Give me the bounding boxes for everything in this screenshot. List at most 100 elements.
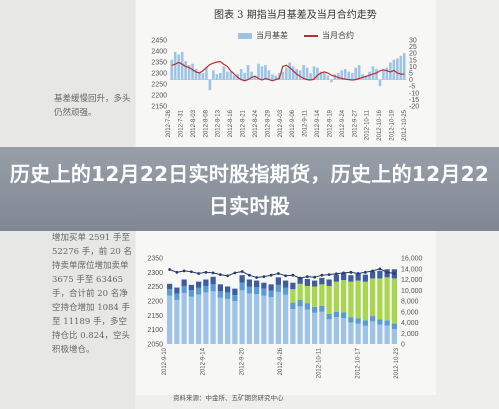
basis-bar — [319, 71, 323, 80]
x-tick: 2012-8-08 — [203, 109, 209, 137]
bar-segment-top — [319, 277, 325, 285]
bar-segment-top — [268, 284, 274, 291]
basis-bar — [212, 70, 215, 80]
index-point — [342, 271, 346, 275]
chart-top-legend: 当月基差 当月合约 — [238, 30, 354, 41]
index-point — [392, 272, 396, 275]
y-tick-right: 16,000 — [401, 256, 423, 263]
headline-title: 历史上的12月22日实时股指期货，历史上的12月22日实时股 — [9, 162, 490, 218]
bar-segment-blue — [297, 306, 303, 344]
y-tick-left: 2350 — [147, 256, 163, 263]
basis-bar — [350, 73, 354, 80]
bar-segment-green — [312, 286, 318, 307]
basis-bar — [333, 74, 337, 80]
bar-segment-mid — [377, 319, 383, 325]
bar-segment-blue — [283, 294, 289, 344]
bar-segment-top — [275, 277, 281, 285]
y-tick-left: 2200 — [147, 299, 163, 306]
basis-bar — [219, 73, 222, 80]
basis-bar — [326, 75, 330, 80]
bar-segment-mid — [384, 320, 390, 326]
bar-segment-mid — [304, 303, 310, 310]
y-tick-right: -5 — [409, 84, 415, 91]
basis-bar — [198, 71, 201, 80]
y-tick-right: 5 — [409, 71, 413, 78]
bar-segment-blue — [312, 312, 318, 344]
chart-top-title: 图表 3 期指当月基差及当月合约走势 — [214, 10, 377, 21]
basis-bar — [257, 63, 260, 80]
y-tick-right: 15 — [409, 57, 417, 64]
index-point — [226, 274, 230, 278]
bar-segment-top — [341, 273, 347, 281]
basis-bar — [382, 70, 385, 80]
basis-bar — [180, 51, 184, 80]
bar-segment-green — [304, 285, 310, 304]
basis-bar — [305, 67, 309, 80]
bar-segment-top — [196, 281, 202, 288]
x-tick: 2012-9-14 — [201, 347, 207, 375]
bar-segment-top — [290, 282, 296, 290]
y-tick-left: 2400 — [151, 49, 167, 56]
basis-bar — [271, 74, 274, 80]
bar-segment-mid — [196, 287, 202, 295]
basis-bar — [281, 71, 285, 80]
bar-segment-mid — [341, 312, 347, 319]
x-tick: 2012-9-14 — [315, 109, 321, 137]
basis-bar — [208, 79, 212, 91]
legend-item-basis: 当月基差 — [238, 30, 288, 41]
basis-bar — [229, 71, 233, 80]
x-tick: 2012-7-31 — [178, 109, 184, 137]
bar-segment-top — [377, 270, 383, 279]
bar-segment-blue — [210, 291, 216, 344]
basis-bar — [246, 65, 250, 80]
bar-segment-green — [362, 281, 368, 321]
bar-segment-mid — [261, 288, 267, 296]
bar-segment-mid — [268, 290, 274, 298]
bar-segment-mid — [225, 292, 231, 299]
bar-segment-mid — [319, 305, 325, 312]
bar-segment-blue — [341, 318, 347, 344]
bar-segment-top — [370, 271, 376, 279]
basis-bar — [375, 69, 378, 80]
basis-bar — [184, 61, 187, 80]
index-point — [189, 270, 193, 274]
bar-segment-mid — [239, 282, 245, 291]
bar-segment-green — [391, 278, 397, 324]
bar-segment-green — [290, 289, 296, 303]
x-tick: 2012-10-11 — [317, 347, 323, 378]
basis-bar — [170, 59, 174, 80]
basis-bar — [343, 69, 347, 80]
basis-bar — [173, 51, 177, 80]
x-tick: 2012-9-20 — [239, 347, 245, 375]
y-tick-right: 30 — [409, 38, 417, 45]
basis-bar — [243, 73, 246, 80]
index-point — [204, 270, 208, 274]
index-point — [291, 273, 295, 277]
basis-bar — [316, 67, 319, 80]
bar-segment-top — [225, 286, 231, 293]
index-point — [276, 272, 280, 275]
y-tick-right: -15 — [409, 97, 419, 104]
bar-segment-mid — [370, 316, 376, 322]
bar-segment-blue — [167, 295, 173, 344]
y-tick-left: 2250 — [151, 82, 167, 89]
y-tick-right: 12,000 — [401, 277, 423, 284]
y-tick-right: 20 — [409, 51, 417, 58]
basis-bar — [260, 66, 264, 80]
bar-segment-blue — [348, 322, 354, 344]
bar-segment-blue — [290, 309, 296, 344]
basis-bar — [302, 65, 305, 80]
source-note: 资料来源：中金所、五矿期货研究中心 — [173, 394, 284, 402]
x-tick: 2012-8-29 — [265, 109, 271, 137]
index-point — [378, 267, 382, 271]
y-tick-right: 0 — [401, 342, 405, 349]
bar-segment-blue — [370, 321, 376, 344]
index-point — [247, 273, 251, 277]
bar-segment-top — [362, 274, 368, 282]
y-tick-right: -10 — [409, 90, 419, 97]
index-point — [197, 272, 201, 275]
basis-bar — [253, 75, 257, 80]
bar-segment-top — [174, 287, 180, 294]
bar-segment-top — [246, 279, 252, 287]
basis-bar — [177, 54, 180, 80]
